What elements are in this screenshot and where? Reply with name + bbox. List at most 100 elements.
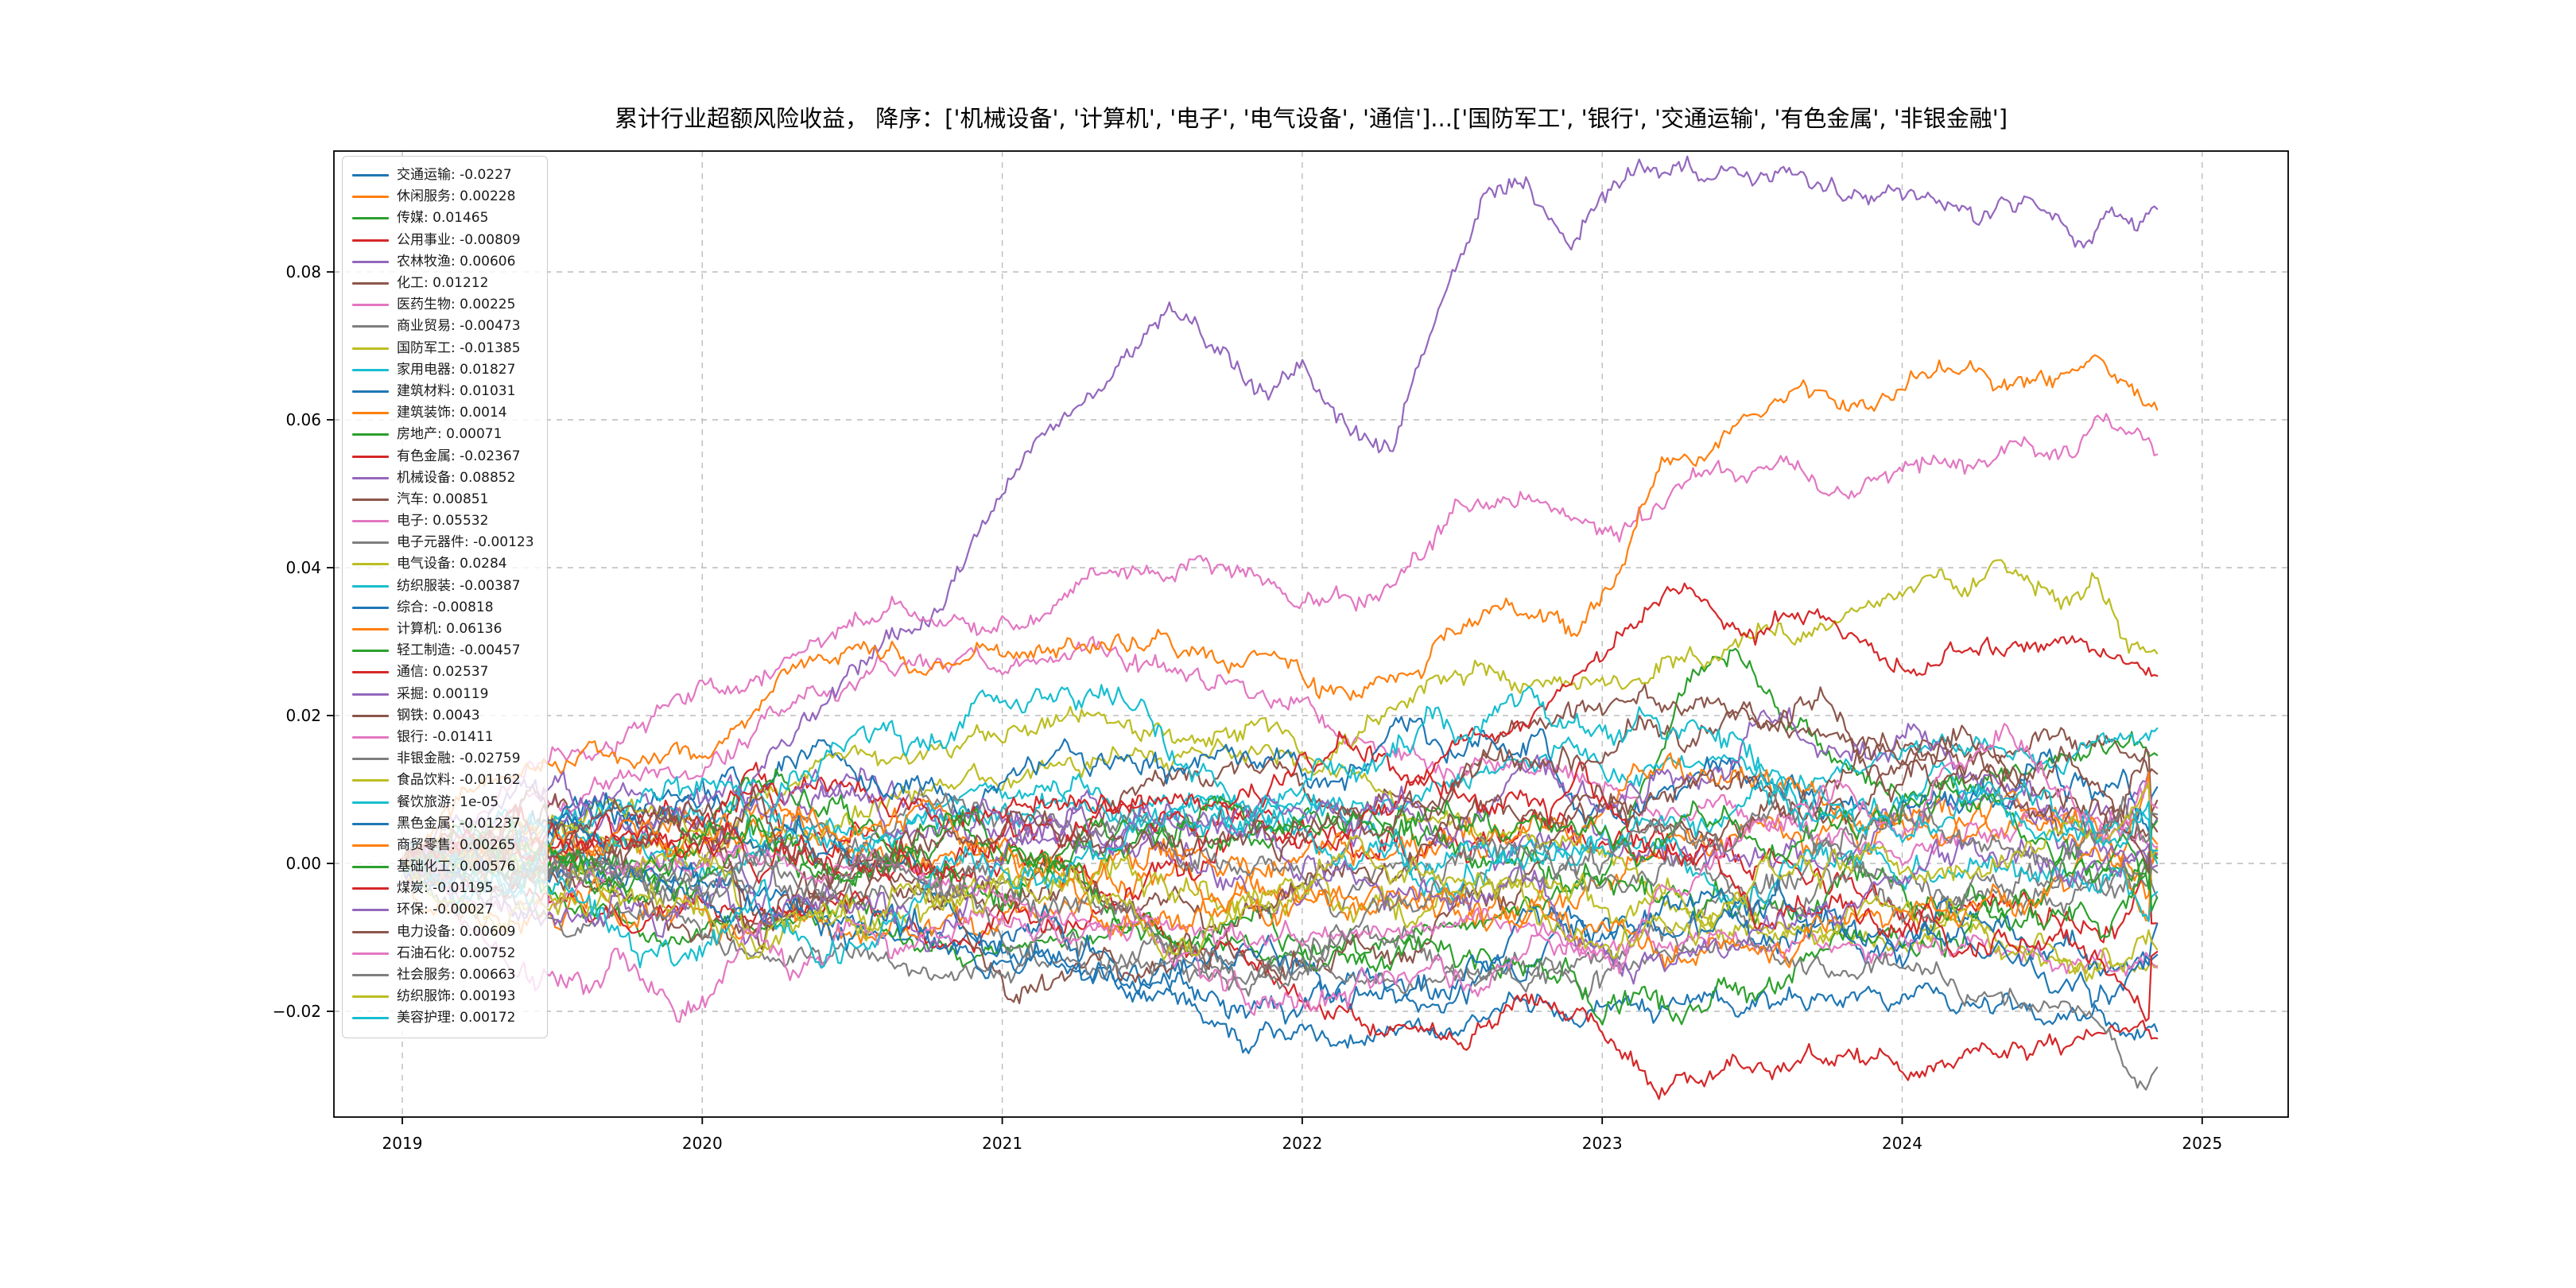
legend-label: 采掘: 0.00119 (397, 685, 489, 702)
legend-line-swatch (352, 801, 389, 804)
legend-item: 电气设备: 0.0284 (352, 553, 534, 575)
legend-item: 银行: -0.01411 (352, 727, 534, 748)
legend-line-swatch (352, 974, 389, 977)
legend-line-swatch (352, 196, 389, 199)
legend-item: 黑色金属: -0.01237 (352, 813, 534, 835)
series-line-传媒 (401, 647, 2159, 968)
legend-item: 公用事业: -0.00809 (352, 230, 534, 251)
legend-label: 黑色金属: -0.01237 (397, 815, 521, 832)
chart-title: 累计行业超额风险收益， 降序：['机械设备', '计算机', '电子', '电气… (614, 105, 2008, 132)
legend-line-swatch (352, 476, 389, 479)
y-tick-label: 0.00 (285, 854, 321, 873)
legend-label: 建筑装饰: 0.0014 (397, 405, 507, 421)
legend-item: 商贸零售: 0.00265 (352, 835, 534, 856)
legend-item: 交通运输: -0.0227 (352, 165, 534, 186)
x-tick-label: 2025 (2182, 1134, 2222, 1153)
legend-item: 医药生物: 0.00225 (352, 294, 534, 316)
legend-label: 交通运输: -0.0227 (397, 167, 512, 184)
series-line-银行 (401, 843, 2159, 977)
x-tick-label: 2019 (382, 1134, 423, 1153)
series-line-医药生物 (401, 635, 2159, 867)
legend-label: 石油石化: 0.00752 (397, 945, 516, 961)
legend-label: 基础化工: 0.00576 (397, 859, 516, 875)
legend-label: 公用事业: -0.00809 (397, 231, 521, 248)
legend-line-swatch (352, 282, 389, 285)
legend-line-swatch (352, 628, 389, 631)
legend: 交通运输: -0.0227 休闲服务: 0.00228 传媒: 0.01465 公用事… (342, 156, 548, 1038)
legend-line-swatch (352, 650, 389, 653)
legend-line-swatch (352, 671, 389, 674)
legend-item: 轻工制造: -0.00457 (352, 640, 534, 661)
series-line-电子元器件 (401, 786, 2159, 929)
x-tick-label: 2023 (1582, 1134, 1623, 1153)
y-tick-label: 0.02 (285, 706, 321, 725)
legend-label: 非银金融: -0.02759 (397, 751, 521, 767)
gridlines (334, 151, 2288, 1117)
series-line-煤炭 (401, 731, 2159, 1022)
legend-item: 有色金属: -0.02367 (352, 445, 534, 467)
legend-item: 商业贸易: -0.00473 (352, 316, 534, 337)
series-line-汽车 (401, 724, 2159, 981)
series-line-建筑材料 (401, 716, 2159, 864)
legend-line-swatch (352, 844, 389, 847)
legend-item: 传媒: 0.01465 (352, 208, 534, 229)
legend-item: 基础化工: 0.00576 (352, 856, 534, 878)
series-line-电子 (401, 413, 2159, 871)
legend-label: 通信: 0.02537 (397, 664, 489, 681)
legend-item: 综合: -0.00818 (352, 597, 534, 619)
axes-frame (333, 150, 2289, 1118)
legend-line-swatch (352, 995, 389, 999)
legend-label: 医药生物: 0.00225 (397, 297, 516, 313)
legend-line-swatch (352, 325, 389, 328)
legend-item: 纺织服装: -0.00387 (352, 576, 534, 597)
legend-label: 环保: -0.00027 (397, 902, 494, 918)
y-tick-label: 0.06 (285, 410, 321, 429)
legend-line-swatch (352, 520, 389, 523)
legend-item: 家用电器: 0.01827 (352, 359, 534, 381)
series-line-环保 (401, 804, 2159, 985)
legend-line-swatch (352, 714, 389, 717)
legend-item: 社会服务: 0.00663 (352, 964, 534, 986)
legend-line-swatch (352, 758, 389, 761)
x-tick-label: 2021 (982, 1134, 1022, 1153)
legend-item: 美容护理: 0.00172 (352, 1007, 534, 1029)
series-line-社会服务 (401, 785, 2159, 985)
legend-line-swatch (352, 304, 389, 307)
legend-item: 汽车: 0.00851 (352, 489, 534, 510)
legend-label: 计算机: 0.06136 (397, 621, 502, 638)
legend-label: 食品饮料: -0.01162 (397, 772, 521, 789)
legend-label: 轻工制造: -0.00457 (397, 642, 521, 659)
legend-line-swatch (352, 866, 389, 869)
legend-label: 电气设备: 0.0284 (397, 556, 507, 572)
legend-item: 机械设备: 0.08852 (352, 467, 534, 489)
legend-item: 农林牧渔: 0.00606 (352, 251, 534, 273)
legend-label: 有色金属: -0.02367 (397, 448, 521, 464)
series-line-非银金融 (401, 858, 2159, 1091)
legend-line-swatch (352, 433, 389, 436)
legend-line-swatch (352, 260, 389, 263)
legend-label: 美容护理: 0.00172 (397, 1010, 516, 1026)
legend-label: 纺织服装: -0.00387 (397, 577, 521, 594)
legend-line-swatch (352, 239, 389, 242)
legend-label: 商贸零售: 0.00265 (397, 836, 516, 853)
legend-label: 综合: -0.00818 (397, 599, 494, 615)
series-line-通信 (401, 582, 2159, 866)
legend-item: 通信: 0.02537 (352, 661, 534, 683)
legend-item: 电力设备: 0.00609 (352, 921, 534, 943)
legend-label: 电力设备: 0.00609 (397, 923, 516, 940)
legend-label: 商业贸易: -0.00473 (397, 318, 521, 335)
series-line-轻工制造 (401, 817, 2159, 1026)
legend-line-swatch (352, 498, 389, 501)
legend-label: 机械设备: 0.08852 (397, 469, 516, 486)
legend-line-swatch (352, 952, 389, 955)
legend-line-swatch (352, 347, 389, 350)
legend-label: 农林牧渔: 0.00606 (397, 253, 516, 270)
legend-line-swatch (352, 930, 389, 933)
y-tick-label: −0.02 (273, 1002, 321, 1021)
legend-item: 建筑装饰: 0.0014 (352, 402, 534, 424)
legend-line-swatch (352, 909, 389, 912)
legend-line-swatch (352, 606, 389, 609)
legend-label: 房地产: 0.00071 (397, 426, 502, 443)
legend-line-swatch (352, 455, 389, 458)
legend-item: 石油石化: 0.00752 (352, 943, 534, 964)
